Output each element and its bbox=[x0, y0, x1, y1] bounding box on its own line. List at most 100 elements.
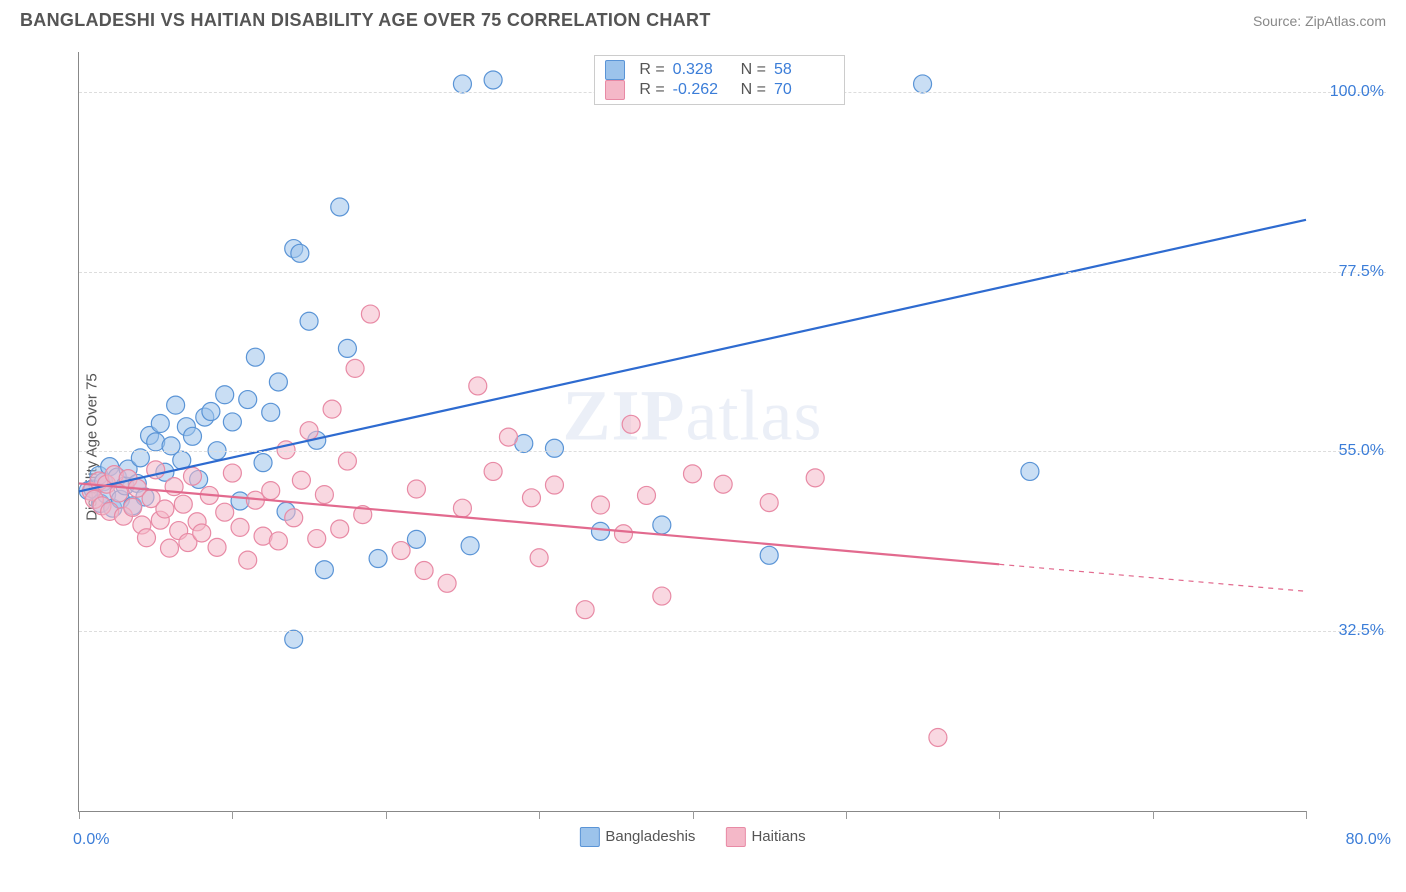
chart-title: BANGLADESHI VS HAITIAN DISABILITY AGE OV… bbox=[20, 10, 711, 31]
data-point bbox=[269, 373, 287, 391]
data-point bbox=[208, 538, 226, 556]
data-point bbox=[239, 551, 257, 569]
data-point bbox=[461, 537, 479, 555]
data-point bbox=[202, 403, 220, 421]
legend-row: R = -0.262 N = 70 bbox=[605, 80, 834, 100]
data-point bbox=[369, 550, 387, 568]
legend-swatch bbox=[725, 827, 745, 847]
x-max-label: 80.0% bbox=[1346, 831, 1391, 849]
data-point bbox=[530, 549, 548, 567]
data-point bbox=[285, 630, 303, 648]
legend-label: Bangladeshis bbox=[605, 828, 695, 845]
data-point bbox=[262, 482, 280, 500]
data-point bbox=[254, 454, 272, 472]
data-point bbox=[156, 500, 174, 518]
data-point bbox=[407, 480, 425, 498]
data-point bbox=[576, 601, 594, 619]
data-point bbox=[453, 75, 471, 93]
data-point bbox=[653, 516, 671, 534]
data-point bbox=[331, 198, 349, 216]
data-point bbox=[453, 499, 471, 517]
data-point bbox=[545, 476, 563, 494]
data-point bbox=[614, 525, 632, 543]
data-point bbox=[338, 452, 356, 470]
data-point bbox=[300, 422, 318, 440]
data-point bbox=[124, 498, 142, 516]
data-point bbox=[291, 244, 309, 262]
data-point bbox=[315, 486, 333, 504]
data-point bbox=[160, 539, 178, 557]
data-point bbox=[392, 542, 410, 560]
data-point bbox=[1021, 462, 1039, 480]
data-point bbox=[331, 520, 349, 538]
data-point bbox=[246, 348, 264, 366]
data-point bbox=[308, 530, 326, 548]
data-point bbox=[760, 546, 778, 564]
data-point bbox=[499, 428, 517, 446]
data-point bbox=[522, 489, 540, 507]
data-point bbox=[223, 464, 241, 482]
legend-swatch bbox=[605, 80, 625, 100]
data-point bbox=[262, 403, 280, 421]
data-point bbox=[407, 530, 425, 548]
legend-row: R = 0.328 N = 58 bbox=[605, 60, 834, 80]
data-point bbox=[415, 562, 433, 580]
data-point bbox=[684, 465, 702, 483]
y-tick-label: 32.5% bbox=[1339, 622, 1384, 640]
data-point bbox=[361, 305, 379, 323]
x-min-label: 0.0% bbox=[73, 831, 109, 849]
data-point bbox=[469, 377, 487, 395]
data-point bbox=[269, 532, 287, 550]
data-point bbox=[216, 503, 234, 521]
data-point bbox=[653, 587, 671, 605]
r-value: 0.328 bbox=[673, 61, 733, 79]
data-point bbox=[285, 509, 303, 527]
n-value: 70 bbox=[774, 81, 834, 99]
data-point bbox=[231, 518, 249, 536]
y-tick-label: 100.0% bbox=[1330, 83, 1384, 101]
data-point bbox=[484, 462, 502, 480]
data-point bbox=[323, 400, 341, 418]
plot-area: ZIPatlas R = 0.328 N = 58R = -0.262 N = … bbox=[78, 52, 1306, 812]
data-point bbox=[151, 415, 169, 433]
trend-line-extrapolated bbox=[999, 564, 1306, 591]
data-point bbox=[484, 71, 502, 89]
legend-item: Bangladeshis bbox=[579, 827, 695, 847]
legend-item: Haitians bbox=[725, 827, 805, 847]
data-point bbox=[760, 494, 778, 512]
data-point bbox=[914, 75, 932, 93]
chart-container: Disability Age Over 75 ZIPatlas R = 0.32… bbox=[48, 52, 1386, 842]
legend-swatch bbox=[579, 827, 599, 847]
series-legend: Bangladeshis Haitians bbox=[579, 827, 805, 847]
data-point bbox=[183, 427, 201, 445]
y-tick-label: 55.0% bbox=[1339, 442, 1384, 460]
data-point bbox=[637, 486, 655, 504]
data-point bbox=[292, 471, 310, 489]
data-point bbox=[216, 386, 234, 404]
data-point bbox=[239, 391, 257, 409]
data-point bbox=[591, 522, 609, 540]
data-point bbox=[183, 467, 201, 485]
data-point bbox=[591, 496, 609, 514]
correlation-legend: R = 0.328 N = 58R = -0.262 N = 70 bbox=[594, 55, 845, 105]
data-point bbox=[167, 396, 185, 414]
scatter-svg bbox=[79, 52, 1306, 811]
data-point bbox=[438, 574, 456, 592]
data-point bbox=[174, 495, 192, 513]
data-point bbox=[622, 415, 640, 433]
source-link[interactable]: ZipAtlas.com bbox=[1305, 13, 1386, 29]
data-point bbox=[137, 529, 155, 547]
data-point bbox=[545, 439, 563, 457]
data-point bbox=[338, 339, 356, 357]
data-point bbox=[300, 312, 318, 330]
legend-label: Haitians bbox=[751, 828, 805, 845]
data-point bbox=[806, 469, 824, 487]
data-point bbox=[346, 359, 364, 377]
data-point bbox=[223, 413, 241, 431]
data-point bbox=[193, 524, 211, 542]
y-tick-label: 77.5% bbox=[1339, 263, 1384, 281]
data-point bbox=[929, 728, 947, 746]
legend-swatch bbox=[605, 60, 625, 80]
data-point bbox=[315, 561, 333, 579]
r-value: -0.262 bbox=[673, 81, 733, 99]
